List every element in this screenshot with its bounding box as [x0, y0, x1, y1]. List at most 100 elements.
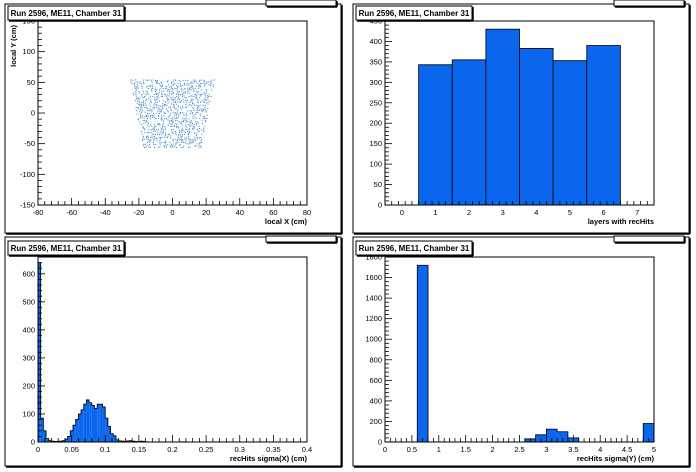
histogram-bar	[75, 419, 79, 442]
data-point	[174, 125, 176, 127]
data-point	[144, 103, 146, 105]
data-point	[149, 105, 151, 107]
data-point	[165, 94, 167, 96]
x-tick-label: 2.5	[514, 445, 524, 454]
data-point	[203, 100, 205, 102]
data-point	[192, 142, 194, 144]
data-point	[190, 89, 192, 91]
data-point	[170, 108, 172, 110]
panel-frame	[4, 3, 342, 234]
data-point	[175, 113, 177, 115]
x-tick-label: 7	[635, 208, 639, 217]
x-tick-label: 4	[598, 445, 602, 454]
data-point	[180, 139, 182, 141]
data-point	[194, 94, 196, 96]
data-point	[192, 103, 194, 105]
data-point	[178, 80, 180, 82]
data-point	[191, 122, 193, 124]
data-point	[145, 86, 147, 88]
x-tick-label: 0	[383, 445, 387, 454]
data-point	[146, 119, 148, 121]
data-point	[206, 118, 208, 120]
data-point	[186, 114, 188, 116]
data-point	[187, 80, 189, 82]
data-point	[200, 145, 202, 147]
data-point	[175, 131, 177, 133]
data-point	[135, 98, 137, 100]
histogram-bar	[91, 405, 95, 442]
histogram-bar	[48, 440, 52, 442]
data-point	[160, 111, 162, 113]
data-point	[156, 129, 158, 131]
data-point	[138, 98, 140, 100]
data-point	[212, 85, 214, 87]
data-point	[200, 146, 202, 148]
data-point	[171, 125, 173, 127]
data-point	[184, 106, 186, 108]
data-point	[192, 116, 194, 118]
data-point	[171, 130, 173, 132]
data-point	[148, 129, 150, 131]
data-point	[182, 107, 184, 109]
data-point	[203, 99, 205, 101]
y-tick-label: 0	[378, 438, 382, 447]
data-point	[193, 81, 195, 83]
chart-panel-4: 0 0.5 1 1.5 2 2.5 3 3.5 4 4.5 5 0 200 400 600 800 1000 12…	[352, 235, 691, 468]
data-point	[177, 82, 179, 84]
data-point	[195, 113, 197, 115]
data-point	[193, 90, 195, 92]
data-point	[200, 101, 202, 103]
data-point	[199, 136, 201, 138]
data-point	[174, 97, 176, 99]
data-point	[182, 140, 184, 142]
data-point	[194, 116, 196, 118]
data-point	[177, 101, 179, 103]
data-point	[161, 129, 163, 131]
data-point	[177, 106, 179, 108]
data-point	[202, 122, 204, 124]
data-point	[209, 100, 211, 102]
histogram-bar	[557, 431, 568, 442]
data-point	[188, 143, 190, 145]
data-point	[166, 87, 168, 89]
data-point	[167, 94, 169, 96]
data-point	[147, 87, 149, 89]
data-point	[159, 84, 161, 86]
data-point	[185, 107, 187, 109]
y-tick-label: 0	[31, 438, 35, 447]
x-tick-label: 0.1	[100, 445, 110, 454]
data-point	[154, 87, 156, 89]
data-point	[198, 144, 200, 146]
data-point	[141, 83, 143, 85]
data-point	[199, 86, 201, 88]
data-point	[197, 122, 199, 124]
data-point	[192, 139, 194, 141]
data-point	[160, 95, 162, 97]
data-point	[157, 108, 159, 110]
data-point	[182, 79, 184, 81]
data-point	[140, 108, 142, 110]
data-point	[190, 86, 192, 88]
data-point	[161, 136, 163, 138]
data-point	[143, 92, 145, 94]
data-point	[146, 135, 148, 137]
data-point	[160, 127, 162, 129]
data-point	[188, 89, 190, 91]
histogram-bar	[519, 47, 554, 205]
data-point	[163, 100, 165, 102]
data-point	[202, 110, 204, 112]
data-point	[169, 119, 171, 121]
data-point	[170, 118, 172, 120]
data-point	[184, 97, 186, 99]
data-point	[185, 124, 187, 126]
x-axis-label: local X (cm)	[265, 217, 308, 226]
data-point	[191, 100, 193, 102]
data-point	[182, 105, 184, 107]
data-point	[198, 106, 200, 108]
data-point	[187, 89, 189, 91]
data-point	[190, 138, 192, 140]
y-tick-label: -50	[24, 139, 35, 148]
data-point	[191, 84, 193, 86]
data-point	[204, 106, 206, 108]
data-point	[183, 84, 185, 86]
